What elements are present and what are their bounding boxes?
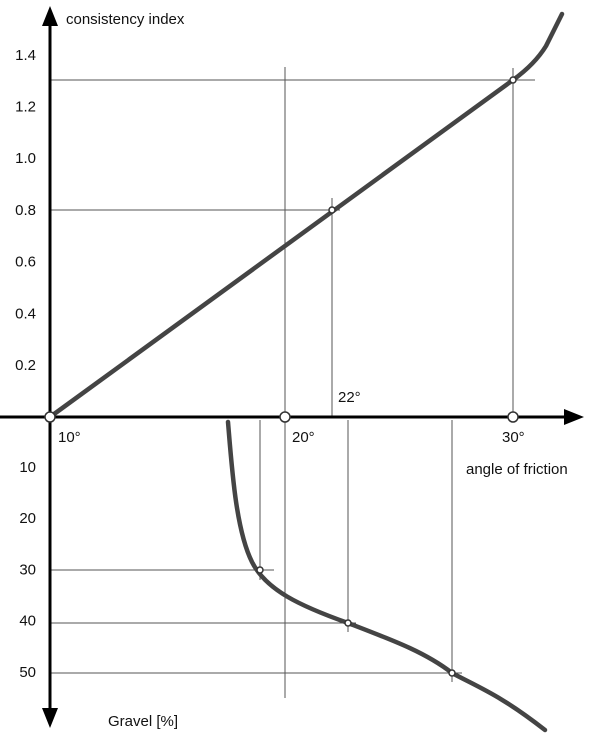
point xyxy=(328,206,336,214)
x-tick-label: 30° xyxy=(502,429,525,446)
y-tick-label: 0.6 xyxy=(15,254,36,271)
points xyxy=(44,76,519,677)
x-tick-label: 10° xyxy=(58,429,81,446)
x-axis-label: angle of friction xyxy=(466,461,568,478)
y-tick-label: 20 xyxy=(19,510,36,527)
y-tick-label: 0.4 xyxy=(15,305,36,322)
point xyxy=(44,411,56,423)
y-tick-label: 1.2 xyxy=(15,98,36,115)
point xyxy=(507,411,519,423)
arrow-up xyxy=(42,6,58,26)
upper-curve xyxy=(47,11,565,420)
guide-lines xyxy=(50,67,535,698)
arrow-right xyxy=(564,409,584,425)
arrow-down xyxy=(42,708,58,728)
point xyxy=(509,76,517,84)
y-tick-label: 0.8 xyxy=(15,202,36,219)
point xyxy=(279,411,291,423)
point xyxy=(448,669,456,677)
y-tick-label: 50 xyxy=(19,664,36,681)
y-axis-label: consistency index xyxy=(66,11,185,28)
annotation: 22° xyxy=(338,389,361,406)
y-tick-label: 40 xyxy=(19,613,36,630)
y-tick-label: 1.0 xyxy=(15,150,36,167)
y-tick-label: 0.2 xyxy=(15,357,36,374)
y-tick-label: 10 xyxy=(19,459,36,476)
tick-labels: 0.2 0.4 0.6 0.8 1.0 1.2 1.4 10 20 30 40 50 10° 20° 30° xyxy=(15,47,525,681)
y-axis-label: Gravel [%] xyxy=(108,713,178,730)
y-tick-label: 30 xyxy=(19,561,36,578)
axes xyxy=(0,6,584,728)
x-tick-label: 20° xyxy=(292,429,315,446)
point xyxy=(344,619,352,627)
point xyxy=(256,566,264,574)
y-tick-label: 1.4 xyxy=(15,47,36,64)
